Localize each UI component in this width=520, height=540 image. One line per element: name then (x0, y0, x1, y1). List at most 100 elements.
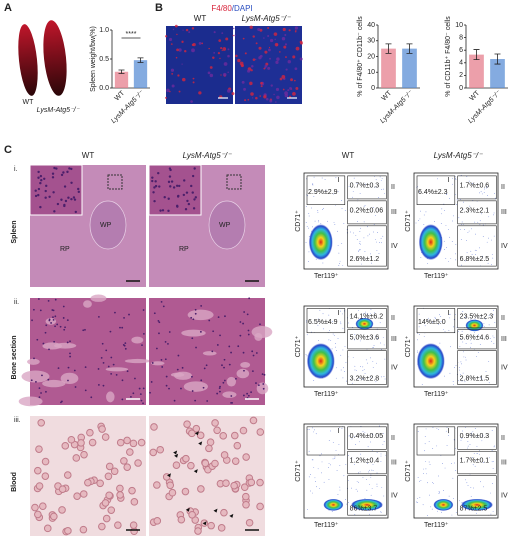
y-tick-label: 4 (459, 60, 463, 67)
gate (457, 200, 497, 225)
rbc (247, 478, 256, 487)
nucleus (38, 387, 41, 390)
event (424, 322, 426, 324)
tissue-streak (42, 342, 62, 350)
quadrant-percent: 0.7%±0.3 (350, 182, 380, 189)
event (491, 254, 493, 255)
event (306, 178, 307, 180)
rbc (207, 521, 215, 530)
event (474, 221, 476, 223)
event (356, 239, 358, 240)
quadrant-label: II (391, 184, 395, 191)
event (338, 252, 340, 254)
event (338, 443, 340, 445)
nucleus (168, 387, 170, 390)
event (321, 461, 323, 463)
event (469, 205, 471, 207)
nucleus (239, 334, 242, 337)
rbc (220, 451, 229, 459)
event (315, 433, 317, 435)
speck (267, 66, 271, 70)
event (465, 359, 467, 361)
speck (260, 85, 263, 88)
event (489, 338, 491, 339)
event (382, 337, 384, 338)
event (356, 481, 358, 483)
genotype-label: WT (82, 151, 95, 160)
nucleus (97, 384, 100, 386)
rbc (126, 448, 134, 456)
rbc (156, 445, 165, 454)
rbc (181, 487, 190, 496)
nucleus (151, 362, 154, 364)
event (464, 381, 466, 383)
nucleus (154, 180, 157, 183)
event (319, 488, 320, 489)
event (482, 193, 484, 195)
event (486, 186, 488, 188)
event (491, 340, 493, 342)
nucleus (206, 400, 209, 402)
quadrant-label: IV (501, 243, 508, 250)
speck (269, 99, 273, 103)
rbc (242, 500, 250, 509)
event (493, 212, 495, 214)
event (322, 262, 324, 264)
event (349, 231, 351, 233)
quadrant-percent: 5.6%±4.6 (460, 334, 490, 341)
nucleus (124, 342, 127, 345)
event (461, 430, 463, 432)
speck (251, 65, 254, 68)
nucleus (84, 328, 86, 331)
event (462, 372, 464, 374)
speck (247, 98, 250, 101)
white-pulp (208, 200, 246, 250)
event (423, 224, 425, 225)
event (380, 511, 382, 513)
event (376, 241, 377, 243)
event (491, 450, 493, 451)
event (424, 436, 426, 437)
event (465, 316, 466, 318)
event (481, 213, 482, 215)
event (493, 445, 495, 447)
event (307, 195, 308, 197)
nucleus (262, 387, 265, 390)
event (367, 226, 368, 228)
event (366, 313, 368, 315)
event (448, 261, 450, 262)
event (455, 178, 456, 179)
gate (347, 329, 387, 350)
speck (274, 38, 276, 41)
nucleus (30, 379, 33, 382)
rbc (67, 435, 76, 444)
genotype-label: LysM-Atg5⁻/⁻ (183, 151, 233, 160)
density (465, 319, 484, 332)
event (417, 498, 418, 499)
event (370, 494, 372, 496)
speck (285, 56, 287, 58)
nucleus (219, 390, 221, 393)
event (330, 340, 332, 341)
event (480, 315, 482, 316)
bar (381, 48, 396, 88)
event (312, 184, 314, 186)
nucleus (193, 198, 196, 201)
tissue-streak (236, 368, 250, 379)
event (359, 340, 361, 342)
error-bar (385, 43, 392, 54)
event (358, 309, 359, 311)
event (456, 204, 457, 205)
nucleus (176, 368, 179, 371)
event (450, 258, 452, 260)
speck (242, 37, 245, 40)
nucleus (56, 202, 60, 206)
speck (190, 100, 193, 103)
nucleus (153, 199, 156, 203)
speck (264, 50, 268, 54)
rbc (128, 486, 136, 495)
event (451, 514, 453, 516)
speck (295, 87, 299, 90)
event (460, 439, 462, 441)
nucleus (191, 174, 195, 178)
